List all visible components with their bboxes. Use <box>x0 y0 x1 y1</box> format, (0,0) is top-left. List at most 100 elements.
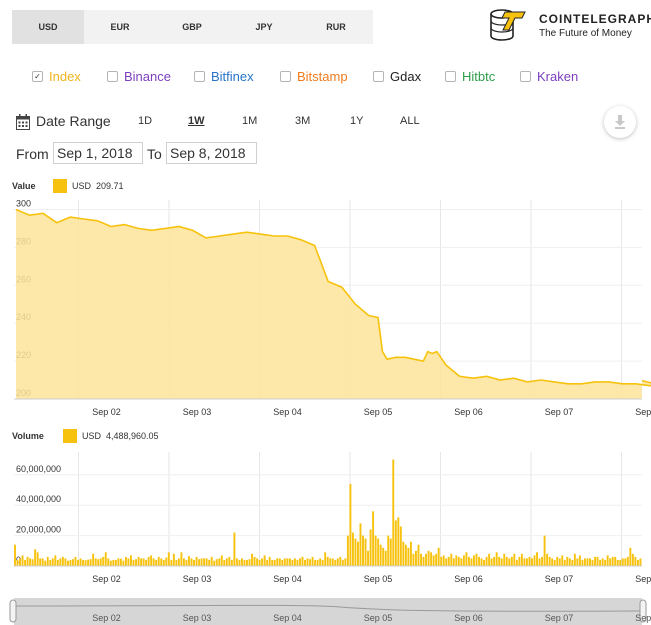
volume-bar <box>480 558 483 566</box>
range-1w[interactable]: 1W <box>188 115 205 127</box>
exchange-kraken[interactable]: Kraken <box>520 66 578 86</box>
volume-bar <box>326 556 329 566</box>
tab-eur[interactable]: EUR <box>110 22 130 32</box>
volume-bar <box>634 556 637 566</box>
volume-x-tick-label: Sep 04 <box>273 574 302 584</box>
volume-bar <box>29 558 32 566</box>
to-label: To <box>147 146 162 162</box>
navigator[interactable]: Sep 02 Sep 03 Sep 04 Sep 05 Sep 06 Sep 07 Sep … <box>9 598 651 625</box>
volume-bar <box>357 541 359 566</box>
checkbox-bitstamp[interactable] <box>280 70 291 82</box>
value-legend-currency: USD <box>72 181 92 191</box>
value-x-tick-label: Sep 06 <box>454 407 483 417</box>
volume-bar <box>132 559 135 566</box>
volume-panel-label: Volume <box>12 431 44 441</box>
checkbox-gdax[interactable] <box>373 70 384 82</box>
exchange-index[interactable]: ✓ Index <box>32 66 81 86</box>
volume-bar <box>281 559 284 566</box>
volume-bar <box>442 555 445 566</box>
volume-bar <box>109 560 112 566</box>
volume-bar <box>142 558 145 566</box>
from-date-input[interactable] <box>53 142 143 164</box>
checkbox-index[interactable]: ✓ <box>32 70 43 82</box>
volume-bar <box>79 558 82 566</box>
exchange-hitbtc[interactable]: Hitbtc <box>445 66 495 86</box>
volume-bar <box>39 558 42 566</box>
exchange-bitstamp[interactable]: Bitstamp <box>280 66 348 86</box>
volume-bar <box>589 558 591 566</box>
range-all[interactable]: ALL <box>400 115 420 127</box>
tab-jpy[interactable]: JPY <box>255 22 273 32</box>
volume-bar <box>59 558 62 566</box>
exchange-hitbtc-label: Hitbtc <box>462 68 496 84</box>
volume-bar <box>415 550 417 566</box>
volume-bar <box>69 559 72 566</box>
tab-gbp[interactable]: GBP <box>182 22 202 32</box>
volume-bar <box>513 553 516 566</box>
volume-bar <box>604 559 607 566</box>
volume-bar <box>420 553 422 566</box>
volume-bar <box>145 559 148 566</box>
volume-bar <box>177 558 180 566</box>
volume-bar <box>445 558 448 566</box>
volume-bar <box>44 560 47 566</box>
volume-bar <box>175 559 178 566</box>
checkbox-binance[interactable] <box>107 70 118 82</box>
volume-legend-value: 4,488,960.05 <box>106 431 159 441</box>
volume-plot-bg <box>14 452 642 566</box>
volume-bar <box>367 550 370 566</box>
range-1d[interactable]: 1D <box>138 115 153 127</box>
volume-bar <box>518 556 521 566</box>
volume-bar <box>523 558 526 566</box>
export-button[interactable] <box>604 106 636 138</box>
volume-bar <box>147 556 150 566</box>
volume-bar <box>387 535 390 566</box>
value-x-tick-label: Sep 07 <box>545 407 574 417</box>
volume-bar <box>77 559 79 566</box>
volume-bar <box>291 559 294 566</box>
volume-bar <box>31 559 34 566</box>
volume-x-tick-label: Sep 06 <box>454 574 483 584</box>
volume-bar <box>382 547 385 566</box>
cointelegraph-coin-icon <box>490 9 526 41</box>
cointelegraph-logo[interactable]: COINTELEGRAPH The Future of Money <box>489 8 651 44</box>
brand-name: COINTELEGRAPH <box>539 12 651 26</box>
volume-bar <box>296 559 299 566</box>
to-date-input[interactable] <box>166 142 257 164</box>
volume-bar <box>457 556 460 566</box>
volume-bar <box>331 558 334 566</box>
volume-bar <box>601 558 604 566</box>
exchange-bitfinex[interactable]: Bitfinex <box>194 66 254 86</box>
range-3m[interactable]: 3M <box>295 115 311 127</box>
tab-rur[interactable]: RUR <box>326 22 346 32</box>
navigator-handle-left <box>9 599 17 623</box>
exchange-binance[interactable]: Binance <box>107 66 171 86</box>
volume-bar <box>112 559 115 566</box>
volume-bar <box>616 559 619 566</box>
volume-bar <box>185 559 188 566</box>
volume-bar <box>230 559 233 566</box>
navigator-series <box>13 604 643 612</box>
range-1m[interactable]: 1M <box>242 115 258 127</box>
volume-y-tick-label: 40,000,000 <box>16 494 61 504</box>
value-x-tick-label: Sep 04 <box>273 407 302 417</box>
volume-bar <box>84 560 87 566</box>
volume-chart[interactable]: 0 20,000,000 40,000,000 60,000,000 Sep 02 Sep… <box>14 452 651 584</box>
volume-bar <box>425 553 428 566</box>
checkbox-kraken[interactable] <box>520 70 531 82</box>
volume-bar <box>92 553 95 566</box>
checkbox-hitbtc[interactable] <box>445 70 456 82</box>
range-1y[interactable]: 1Y <box>350 115 364 127</box>
exchange-gdax[interactable]: Gdax <box>373 66 421 86</box>
tab-usd[interactable]: USD <box>12 10 84 44</box>
volume-bar <box>160 558 163 566</box>
volume-bar <box>460 558 463 566</box>
volume-bar <box>304 559 306 566</box>
checkbox-bitfinex[interactable] <box>194 70 205 82</box>
volume-bar <box>462 555 465 566</box>
volume-bar <box>402 541 405 566</box>
volume-bar <box>89 559 92 566</box>
volume-bar <box>233 532 236 566</box>
volume-bar <box>203 558 206 566</box>
